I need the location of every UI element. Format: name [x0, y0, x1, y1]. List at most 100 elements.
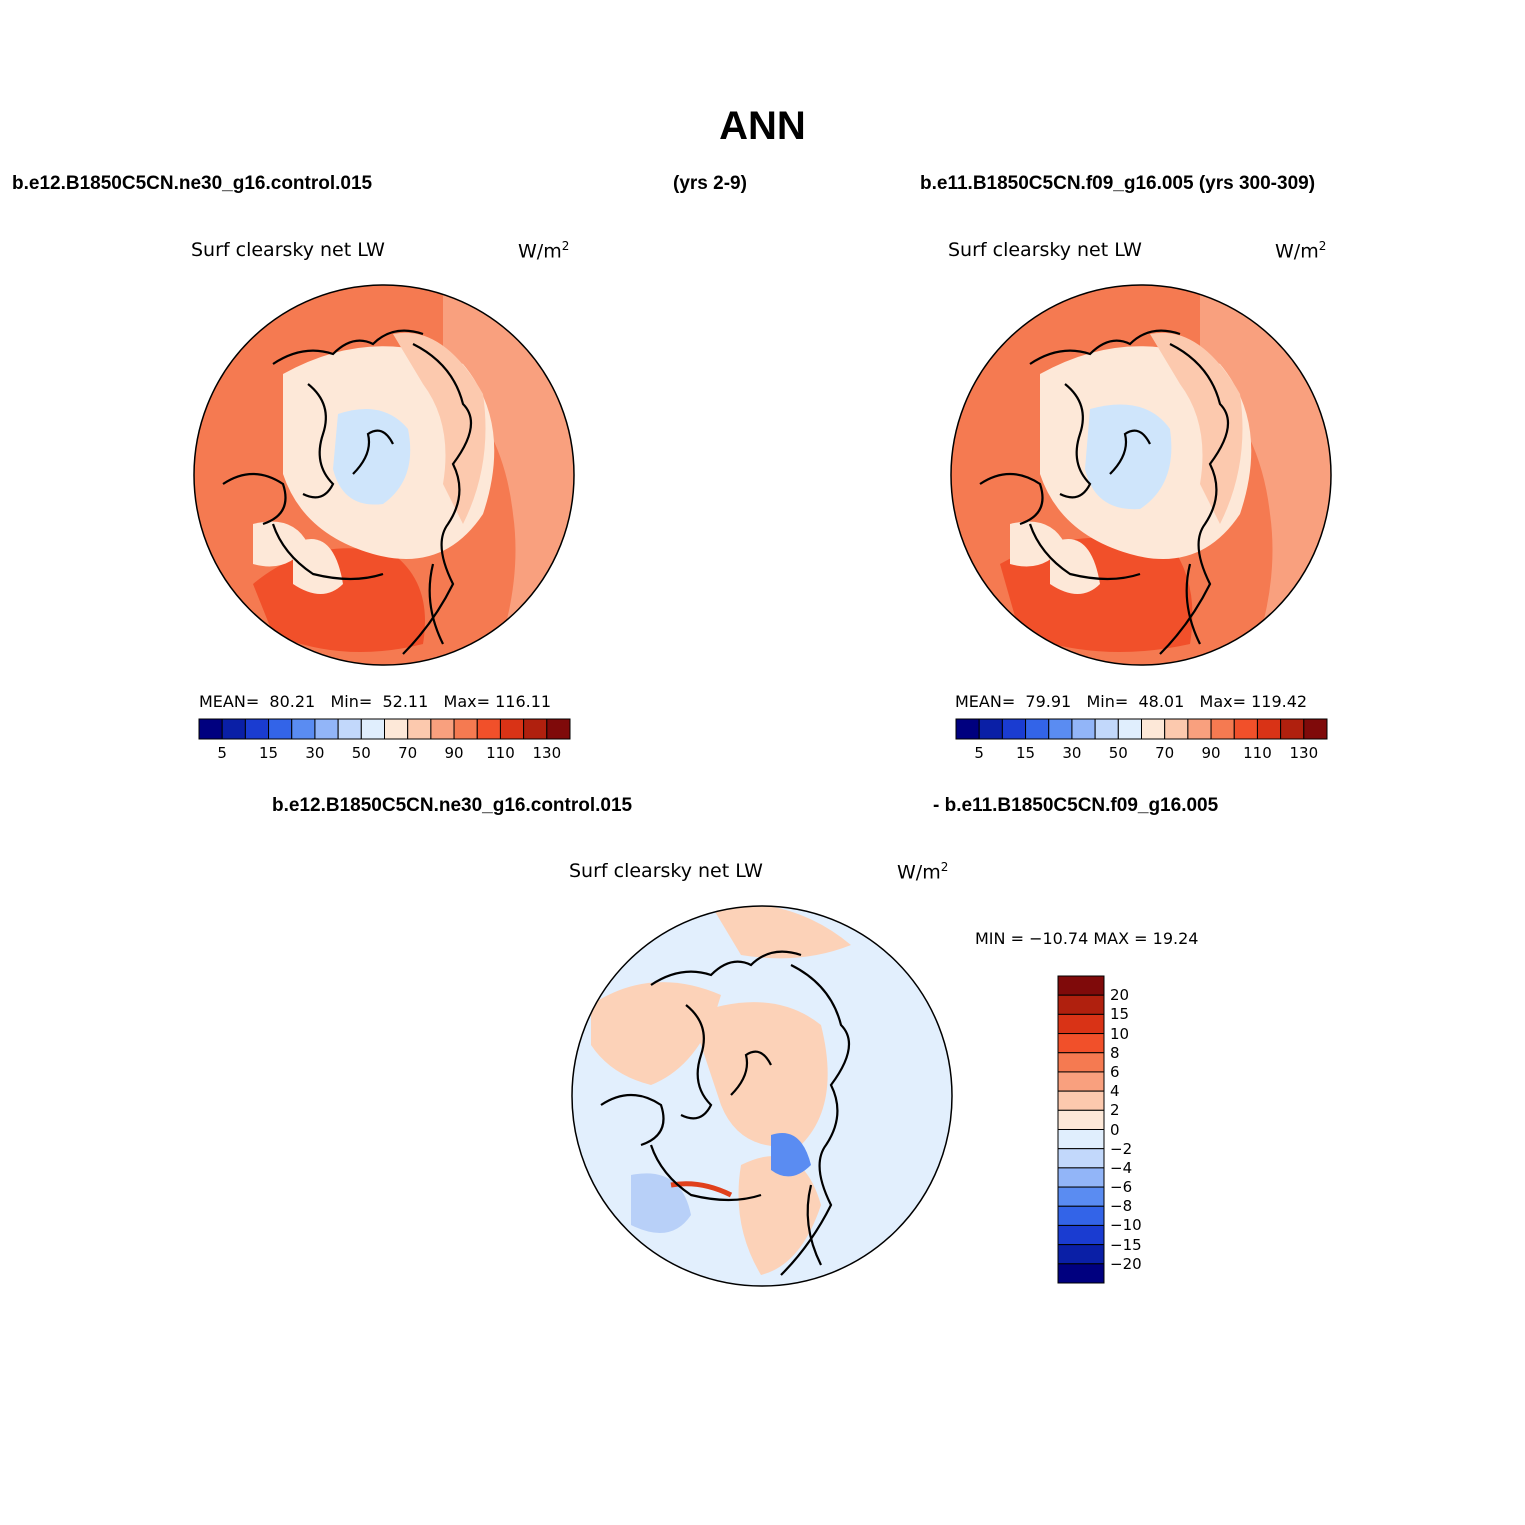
- diff-right-header: - b.e11.B1850C5CN.f09_g16.005: [933, 795, 1219, 816]
- diff-deep-field-1: [771, 1133, 811, 1177]
- case1-header: b.e12.B1850C5CN.ne30_g16.control.015: [12, 173, 373, 194]
- case2-header: b.e11.B1850C5CN.f09_g16.005 (yrs 300-309…: [920, 173, 1316, 194]
- diff-minmax-text: MIN = −10.74 MAX = 19.24: [975, 929, 1199, 948]
- diff-cool-field-1: [631, 1173, 691, 1233]
- right-colorbar-tick-label: 30: [1062, 744, 1082, 762]
- right-colorbar-box: [978, 718, 1003, 740]
- diff-colorbar-box: [1057, 1109, 1105, 1130]
- left-min-value: 52.11: [382, 692, 429, 711]
- right-min-label: Min=: [1086, 692, 1129, 711]
- right-map-border: [950, 284, 1332, 666]
- left-colorbar-tick-label: 5: [217, 744, 227, 762]
- right-coastlines: [979, 329, 1230, 655]
- right-colorbar-box: [1094, 718, 1119, 740]
- right-greenland-field: [1050, 539, 1100, 594]
- diff-colorbar-tick-label: 6: [1110, 1062, 1120, 1081]
- diff-colorbar-box: [1057, 1148, 1105, 1169]
- diff-coastlines: [600, 950, 851, 1276]
- diff-colorbar-box: [1057, 1129, 1105, 1150]
- right-colorbar-box: [1071, 718, 1096, 740]
- left-min-label: Min=: [330, 692, 373, 711]
- left-max-value: 116.11: [495, 692, 552, 711]
- left-units-sup: 2: [561, 239, 570, 253]
- right-colorbar-tick-label: 70: [1155, 744, 1175, 762]
- diff-colorbar-box: [1057, 1205, 1105, 1226]
- diff-colorbar-box: [1057, 975, 1105, 996]
- diff-map-border: [571, 905, 953, 1287]
- diff-colorbar-tick-label: 4: [1110, 1082, 1120, 1101]
- left-colorbar-box: [384, 718, 409, 740]
- left-colorbar-box: [523, 718, 548, 740]
- right-mean-label: MEAN=: [955, 692, 1016, 711]
- left-colorbar-box: [221, 718, 246, 740]
- right-colorbar-tick-label: 130: [1289, 744, 1319, 762]
- diff-colorbar-tick-label: 20: [1110, 986, 1130, 1005]
- diff-colorbar: [1057, 975, 1105, 1284]
- left-colorbar-tick-label: 50: [351, 744, 371, 762]
- diff-colorbar-box: [1057, 1052, 1105, 1073]
- diff-colorbar-box: [1057, 1224, 1105, 1246]
- diff-colorbar-tick-label: 15: [1110, 1005, 1130, 1024]
- right-polar-map: [950, 284, 1332, 666]
- right-siberia-field: [1150, 332, 1243, 524]
- diff-units-sup: 2: [940, 860, 949, 874]
- right-min-value: 48.01: [1138, 692, 1185, 711]
- left-colorbar-tick-label: 110: [486, 744, 515, 762]
- right-stats: MEAN= 79.91 Min= 48.01 Max= 119.42: [955, 692, 1307, 711]
- diff-colorbar-tick-label: −6: [1110, 1178, 1133, 1197]
- right-colorbar-box: [1233, 718, 1258, 740]
- diff-colorbar-box: [1057, 1186, 1105, 1207]
- diff-colorbar-tick-label: −10: [1110, 1216, 1142, 1235]
- diff-warm-field-2: [691, 1002, 828, 1147]
- right-colorbar-tick-label: 15: [1016, 744, 1036, 762]
- right-atlantic-hot-field: [1000, 537, 1193, 652]
- left-colorbar-tick-label: 130: [532, 744, 562, 762]
- right-colorbar-box: [1256, 718, 1282, 740]
- diff-colorbar-box: [1057, 994, 1105, 1015]
- right-units-label: W/m2: [1275, 239, 1326, 262]
- right-colorbar-box: [1303, 718, 1328, 740]
- left-colorbar-box: [453, 718, 478, 740]
- case1-years: (yrs 2-9): [673, 173, 747, 194]
- diff-colorbar-tick-label: −8: [1110, 1197, 1133, 1216]
- right-max-label: Max=: [1199, 692, 1247, 711]
- right-units-sup: 2: [1318, 239, 1327, 253]
- right-mean-value: 79.91: [1025, 692, 1072, 711]
- right-colorbar-box: [1164, 718, 1189, 740]
- left-colorbar-ticks: 5 15 30 50 70 90 110 130: [199, 744, 570, 764]
- left-colorbar-box: [337, 718, 362, 740]
- diff-colorbar-tick-label: −15: [1110, 1235, 1142, 1254]
- left-ice-field: [333, 409, 411, 505]
- diff-warm-field-3: [711, 906, 851, 959]
- diff-colorbar-box: [1057, 1090, 1105, 1111]
- right-colorbar-box: [1210, 718, 1235, 740]
- left-mean-label: MEAN=: [199, 692, 260, 711]
- left-colorbar-box: [198, 718, 223, 740]
- left-colorbar-tick-label: 90: [444, 744, 464, 762]
- left-stats: MEAN= 80.21 Min= 52.11 Max= 116.11: [199, 692, 551, 711]
- main-title: ANN: [719, 104, 806, 148]
- right-colorbar-tick-label: 90: [1201, 744, 1221, 762]
- right-variable-label: Surf clearsky net LW: [948, 239, 1142, 261]
- right-colorbar-tick-label: 5: [974, 744, 984, 762]
- diff-warm-field-4: [738, 1156, 821, 1275]
- left-colorbar-tick-label: 70: [398, 744, 418, 762]
- right-pacific-field: [1200, 285, 1331, 665]
- left-colorbar-box: [430, 718, 455, 740]
- left-colorbar-box: [360, 718, 385, 740]
- right-colorbar-box: [1001, 718, 1027, 740]
- diff-colorbar-box: [1057, 1071, 1105, 1092]
- right-colorbar-box: [1025, 718, 1050, 740]
- diff-colorbar-tick-label: −4: [1110, 1158, 1133, 1177]
- right-colorbar-box: [1280, 718, 1305, 740]
- left-colorbar-box: [407, 718, 432, 740]
- left-colorbar-box: [244, 718, 270, 740]
- left-colorbar-tick-label: 30: [305, 744, 325, 762]
- left-map-border: [193, 284, 575, 666]
- diff-units-base: W/m: [897, 861, 941, 884]
- diff-colorbar-box: [1057, 1244, 1105, 1265]
- right-units-base: W/m: [1275, 240, 1319, 263]
- diff-colorbar-box: [1057, 1033, 1105, 1054]
- diff-colorbar-ticks: 20 15 10 8 6 4 2 0 −2 −4 −6 −8 −10 −15 −20: [1110, 976, 1170, 1283]
- left-siberia-field: [393, 332, 486, 524]
